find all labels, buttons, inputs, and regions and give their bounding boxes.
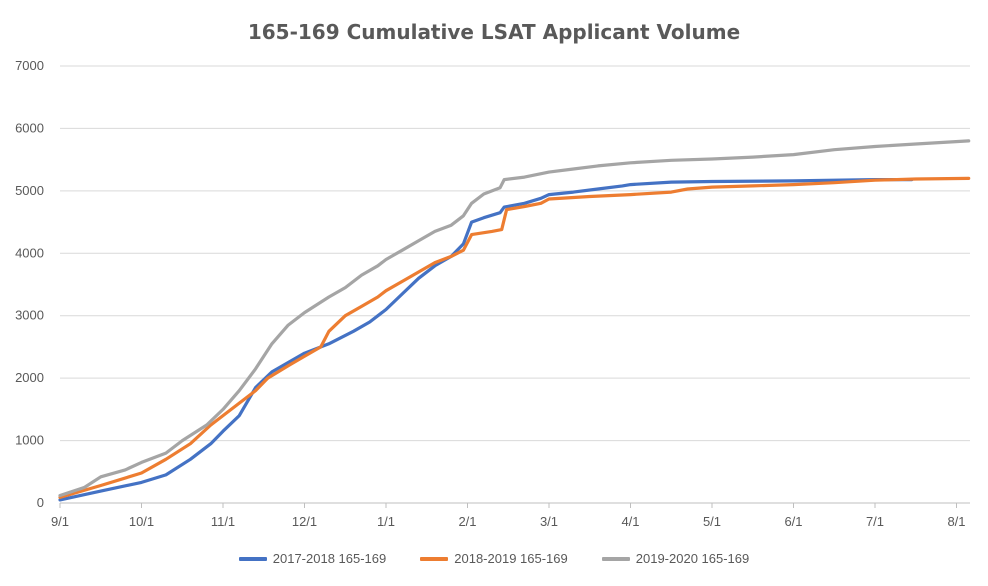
y-tick-label: 4000 bbox=[15, 245, 44, 260]
x-tick-label: 1/1 bbox=[377, 514, 395, 529]
x-tick-label: 5/1 bbox=[703, 514, 721, 529]
x-tick-label: 12/1 bbox=[292, 514, 317, 529]
x-tick-label: 3/1 bbox=[540, 514, 558, 529]
legend-label: 2019-2020 165-169 bbox=[635, 551, 750, 566]
x-tick-label: 2/1 bbox=[458, 514, 476, 529]
legend-swatch bbox=[238, 556, 267, 561]
series-line-3 bbox=[58, 139, 971, 498]
y-tick-label: 1000 bbox=[15, 433, 44, 448]
legend-label: 2017-2018 165-169 bbox=[272, 551, 387, 566]
legend-swatch bbox=[420, 556, 449, 561]
y-tick-label: 2000 bbox=[15, 370, 44, 385]
series-line-1 bbox=[58, 178, 914, 502]
y-tick-label: 3000 bbox=[15, 308, 44, 323]
y-tick-label: 0 bbox=[37, 495, 44, 510]
legend-item-3: 2019-2020 165-169 bbox=[601, 551, 750, 566]
x-tick-label: 7/1 bbox=[866, 514, 884, 529]
y-tick-label: 5000 bbox=[15, 183, 44, 198]
x-tick-label: 10/1 bbox=[129, 514, 154, 529]
y-tick-label: 6000 bbox=[15, 120, 44, 135]
legend: 2017-2018 165-169 2018-2019 165-169 2019-2… bbox=[0, 551, 988, 566]
legend-item-2: 2018-2019 165-169 bbox=[420, 551, 568, 566]
x-tick-label: 9/1 bbox=[51, 514, 69, 529]
legend-label: 2018-2019 165-169 bbox=[454, 551, 568, 566]
x-tick-label: 8/1 bbox=[947, 514, 965, 529]
y-tick-label: 7000 bbox=[15, 58, 44, 73]
series-line-2 bbox=[58, 176, 971, 499]
x-tick-label: 6/1 bbox=[784, 514, 802, 529]
x-tick-label: 4/1 bbox=[621, 514, 639, 529]
legend-item-1: 2017-2018 165-169 bbox=[238, 551, 387, 566]
legend-swatch bbox=[601, 556, 630, 561]
chart-title: 165-169 Cumulative LSAT Applicant Volume bbox=[247, 20, 741, 44]
x-tick-label: 11/1 bbox=[211, 514, 235, 529]
